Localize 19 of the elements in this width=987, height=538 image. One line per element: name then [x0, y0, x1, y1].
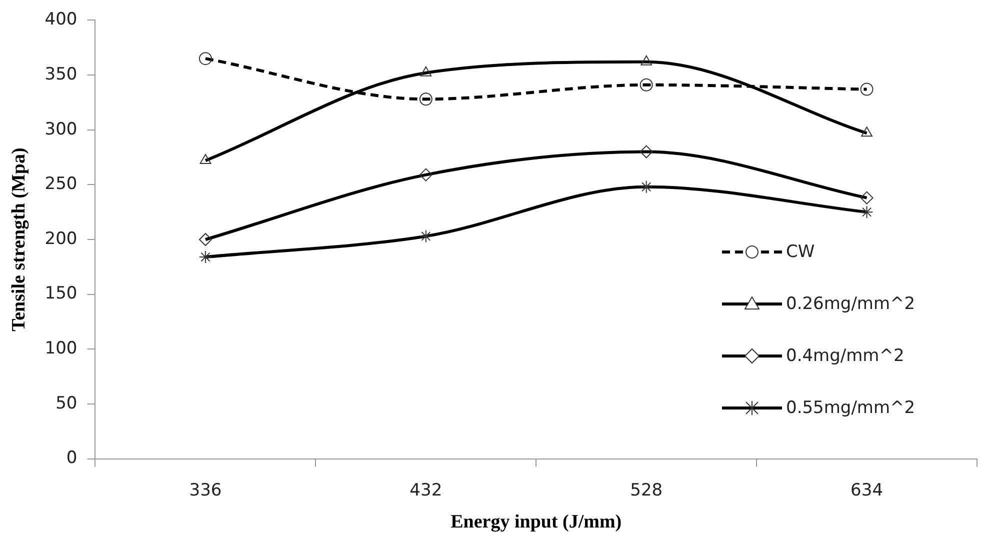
- legend-label: 0.4mg/mm^2: [786, 346, 904, 366]
- x-tick-label: 336: [189, 480, 222, 500]
- x-tick-label: 432: [410, 480, 442, 500]
- y-tick-label: 300: [44, 119, 78, 140]
- y-tick-label: 350: [44, 64, 78, 84]
- y-tick-label: 150: [44, 284, 78, 304]
- legend-label: CW: [786, 242, 815, 262]
- y-tick-label: 400: [44, 10, 78, 30]
- x-axis-title: Energy input (J/mm): [450, 512, 622, 533]
- y-axis-title: Tensile strength (Mpa): [8, 148, 30, 332]
- legend-label: 0.26mg/mm^2: [786, 294, 916, 314]
- y-tick-label: 200: [44, 228, 78, 249]
- y-tick-label: 250: [44, 174, 78, 194]
- x-tick-label: 634: [850, 480, 884, 500]
- x-tick-label: 528: [630, 480, 663, 500]
- y-tick-label: 0: [66, 448, 78, 468]
- y-tick-label: 100: [44, 338, 78, 359]
- legend-label: 0.55mg/mm^2: [786, 398, 916, 418]
- y-tick-label: 50: [56, 393, 78, 414]
